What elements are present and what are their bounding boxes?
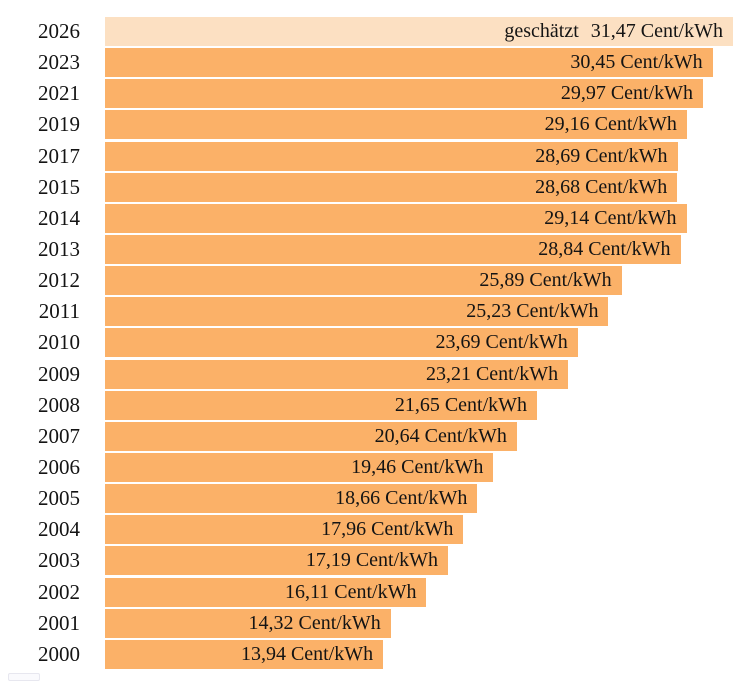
bar-value-label: 25,89 Cent/kWh (479, 269, 612, 292)
value-bar: 13,94 Cent/kWh (105, 639, 384, 669)
chart-row: 2008 21,65 Cent/kWh (0, 390, 750, 420)
year-label: 2004 (38, 517, 80, 542)
year-label: 2008 (38, 392, 80, 417)
chart-row: 2015 28,68 Cent/kWh (0, 172, 750, 202)
chart-row: 2004 17,96 Cent/kWh (0, 515, 750, 545)
bar-value-label: 28,69 Cent/kWh (535, 144, 668, 167)
value-bar: 28,84 Cent/kWh (105, 234, 681, 264)
bar-value-label: 18,66 Cent/kWh (335, 487, 468, 510)
chart-row: 2000 13,94 Cent/kWh (0, 639, 750, 669)
value-bar: 17,96 Cent/kWh (105, 515, 464, 545)
bar-value-label: 19,46 Cent/kWh (351, 455, 484, 478)
year-label: 2007 (38, 423, 80, 448)
year-label: 2017 (38, 143, 80, 168)
value-bar: 29,14 Cent/kWh (105, 203, 687, 233)
chart-row: 2005 18,66 Cent/kWh (0, 484, 750, 514)
value-bar: 14,32 Cent/kWh (105, 608, 391, 638)
year-label: 2000 (38, 641, 80, 666)
chart-row: 2010 23,69 Cent/kWh (0, 328, 750, 358)
value-bar: 25,89 Cent/kWh (105, 266, 622, 296)
bar-value-label: 17,96 Cent/kWh (321, 518, 454, 541)
chart-row: 2009 23,21 Cent/kWh (0, 359, 750, 389)
value-bar: 18,66 Cent/kWh (105, 484, 478, 514)
bar-value-label: 21,65 Cent/kWh (394, 393, 528, 416)
year-label: 2009 (38, 361, 80, 386)
bar-value-label: 14,32 Cent/kWh (248, 611, 381, 634)
year-label: 2005 (38, 486, 80, 511)
year-label: 2003 (38, 548, 80, 573)
chart-row: 2001 14,32 Cent/kWh (0, 608, 750, 638)
value-bar: 16,11 Cent/kWh (105, 577, 427, 607)
year-label: 2014 (38, 205, 80, 230)
year-label: 2006 (38, 454, 80, 479)
bar-value-label: 28,84 Cent/kWh (538, 237, 671, 260)
chart-row: 2002 16,11 Cent/kWh (0, 577, 750, 607)
year-label: 2013 (38, 236, 80, 261)
value-bar: geschätzt 31,47 Cent/kWh (105, 17, 733, 46)
year-label: 2021 (38, 81, 80, 106)
chart-row: 2006 19,46 Cent/kWh (0, 452, 750, 482)
bar-value-label: 23,69 Cent/kWh (435, 331, 568, 354)
chart-row: 2011 25,23 Cent/kWh (0, 297, 750, 327)
year-label: 2026 (38, 19, 80, 43)
year-label: 2011 (38, 299, 80, 324)
value-bar: 21,65 Cent/kWh (105, 390, 538, 420)
chart-row: 2007 20,64 Cent/kWh (0, 421, 750, 451)
chart-row: 2017 28,69 Cent/kWh (0, 141, 750, 171)
chart-row: 2019 29,16 Cent/kWh (0, 110, 750, 140)
year-label: 2002 (38, 579, 80, 604)
year-label: 2019 (38, 112, 80, 137)
year-label: 2010 (38, 330, 80, 355)
value-bar: 20,64 Cent/kWh (105, 421, 517, 451)
chart-row: 2014 29,14 Cent/kWh (0, 203, 750, 233)
bar-value-label: 13,94 Cent/kWh (240, 642, 374, 665)
value-bar: 23,21 Cent/kWh (105, 359, 569, 389)
bar-value-label: 29,14 Cent/kWh (544, 206, 677, 229)
bar-value-label: 29,16 Cent/kWh (544, 113, 677, 136)
value-bar: 17,19 Cent/kWh (105, 546, 449, 576)
value-bar: 30,45 Cent/kWh (105, 48, 713, 78)
chart-row: 2021 29,97 Cent/kWh (0, 79, 750, 109)
bar-value-label: 17,19 Cent/kWh (305, 549, 439, 572)
value-bar: 19,46 Cent/kWh (105, 452, 494, 482)
bar-value-label: 30,45 Cent/kWh (570, 51, 703, 74)
value-bar: 28,68 Cent/kWh (105, 172, 678, 202)
clipped-ui-fragment (8, 673, 40, 681)
year-label: 2023 (38, 50, 80, 75)
bar-value-label: 16,11 Cent/kWh (285, 580, 417, 603)
chart-row: 2026 geschätzt 31,47 Cent/kWh (0, 17, 750, 46)
chart-row: 2003 17,19 Cent/kWh (0, 546, 750, 576)
value-bar: 29,97 Cent/kWh (105, 79, 704, 109)
bar-value-label: 20,64 Cent/kWh (374, 424, 507, 447)
bar-value-label: 28,68 Cent/kWh (535, 175, 668, 198)
chart-row: 2013 28,84 Cent/kWh (0, 234, 750, 264)
year-label: 2015 (38, 174, 80, 199)
bar-value-label: 31,47 Cent/kWh (590, 20, 723, 42)
value-bar: 23,69 Cent/kWh (105, 328, 578, 358)
bar-value-label: 29,97 Cent/kWh (560, 82, 694, 105)
chart-row: 2012 25,89 Cent/kWh (0, 266, 750, 296)
value-bar: 29,16 Cent/kWh (105, 110, 687, 140)
estimated-prefix-label: geschätzt (504, 20, 579, 42)
chart-row: 2023 30,45 Cent/kWh (0, 48, 750, 78)
bar-value-label: 25,23 Cent/kWh (466, 300, 599, 323)
value-bar: 28,69 Cent/kWh (105, 141, 678, 171)
year-label: 2012 (38, 268, 80, 293)
bar-value-label: 23,21 Cent/kWh (425, 362, 559, 385)
year-label: 2001 (38, 610, 80, 635)
value-bar: 25,23 Cent/kWh (105, 297, 609, 327)
